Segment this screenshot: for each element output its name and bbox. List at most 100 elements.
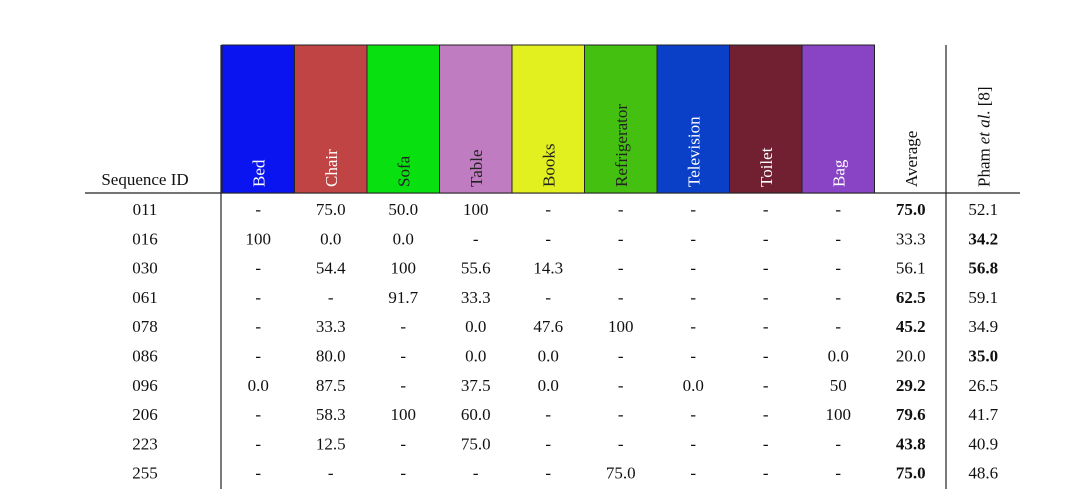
cell: 100 xyxy=(463,200,489,219)
cell: - xyxy=(835,434,841,453)
cell: 0.0 xyxy=(320,229,341,248)
cell: - xyxy=(835,229,841,248)
cell: - xyxy=(400,347,406,366)
cell: - xyxy=(400,317,406,336)
sequence-id: 206 xyxy=(132,405,158,424)
cell: - xyxy=(328,288,334,307)
cell: 75.0 xyxy=(461,434,491,453)
cell: - xyxy=(545,288,551,307)
cell: - xyxy=(618,434,624,453)
cell: 33.3 xyxy=(461,288,491,307)
cell: - xyxy=(763,405,769,424)
class-column-header xyxy=(801,44,875,194)
cell: - xyxy=(255,434,261,453)
cell-average: 75.0 xyxy=(896,464,926,483)
cell: 100 xyxy=(391,259,417,278)
cell: - xyxy=(618,347,624,366)
header-label: Television xyxy=(684,116,703,187)
cell-average: 33.3 xyxy=(896,229,926,248)
cell: - xyxy=(400,434,406,453)
cell: - xyxy=(545,405,551,424)
cell: 0.0 xyxy=(828,347,849,366)
cell: - xyxy=(473,464,479,483)
cell: 100 xyxy=(391,405,417,424)
cell-average: 62.5 xyxy=(896,288,926,307)
cell: - xyxy=(690,229,696,248)
cell: 0.0 xyxy=(248,376,269,395)
cell: 100 xyxy=(246,229,272,248)
cell: 0.0 xyxy=(465,347,486,366)
cell: - xyxy=(618,405,624,424)
sequence-id: 086 xyxy=(132,347,158,366)
cell-pham: 52.1 xyxy=(968,200,998,219)
cell: - xyxy=(690,288,696,307)
header-label: Refrigerator xyxy=(612,104,631,187)
cell-average: 79.6 xyxy=(896,405,926,424)
cell: - xyxy=(545,229,551,248)
sequence-id: 223 xyxy=(132,434,158,453)
cell: - xyxy=(255,405,261,424)
cell: - xyxy=(618,229,624,248)
cell: - xyxy=(690,259,696,278)
cell: - xyxy=(690,405,696,424)
header-label: Table xyxy=(467,149,486,187)
cell-pham: 56.8 xyxy=(968,259,998,278)
cell: - xyxy=(255,259,261,278)
cell: - xyxy=(763,347,769,366)
cell: 14.3 xyxy=(533,259,563,278)
cell-average: 75.0 xyxy=(896,200,926,219)
cell-average: 29.2 xyxy=(896,376,926,395)
cell-average: 20.0 xyxy=(896,347,926,366)
cell: - xyxy=(255,288,261,307)
cell: 75.0 xyxy=(316,200,346,219)
cell: - xyxy=(690,200,696,219)
cell-average: 45.2 xyxy=(896,317,926,336)
cell: 60.0 xyxy=(461,405,491,424)
cell-pham: 59.1 xyxy=(968,288,998,307)
cell: - xyxy=(763,200,769,219)
cell: - xyxy=(690,317,696,336)
cell: - xyxy=(618,288,624,307)
cell: - xyxy=(763,229,769,248)
cell: - xyxy=(763,464,769,483)
class-column-header xyxy=(656,44,730,194)
sequence-id: 078 xyxy=(132,317,158,336)
class-column-header xyxy=(729,44,803,194)
cell: - xyxy=(835,200,841,219)
cell: - xyxy=(255,200,261,219)
cell: - xyxy=(255,464,261,483)
cell: 37.5 xyxy=(461,376,491,395)
cell: - xyxy=(545,200,551,219)
cell: 0.0 xyxy=(683,376,704,395)
cell-pham: 40.9 xyxy=(968,434,998,453)
cell: 50 xyxy=(830,376,847,395)
header-label: Books xyxy=(539,144,558,187)
header-label: Toilet xyxy=(757,147,776,187)
header-label-part: [8] xyxy=(974,86,993,106)
cell: - xyxy=(690,347,696,366)
cell: 0.0 xyxy=(538,376,559,395)
cell: 58.3 xyxy=(316,405,346,424)
sequence-id: 255 xyxy=(132,464,158,483)
cell-pham: 35.0 xyxy=(968,347,998,366)
cell-pham: 34.9 xyxy=(968,317,998,336)
cell: - xyxy=(545,464,551,483)
cell: - xyxy=(400,376,406,395)
header-label: Chair xyxy=(322,149,341,187)
cell: - xyxy=(690,464,696,483)
cell: - xyxy=(618,200,624,219)
cell: - xyxy=(835,259,841,278)
cell: - xyxy=(618,259,624,278)
cell: 100 xyxy=(608,317,634,336)
sequence-id: 011 xyxy=(133,200,158,219)
cell: - xyxy=(763,288,769,307)
cell: - xyxy=(763,317,769,336)
cell: - xyxy=(690,434,696,453)
cell: 91.7 xyxy=(388,288,418,307)
sequence-id: 096 xyxy=(132,376,158,395)
class-column-header xyxy=(511,44,585,194)
cell-pham: 34.2 xyxy=(968,229,998,248)
cell: - xyxy=(618,376,624,395)
cell: - xyxy=(328,464,334,483)
cell: - xyxy=(835,317,841,336)
